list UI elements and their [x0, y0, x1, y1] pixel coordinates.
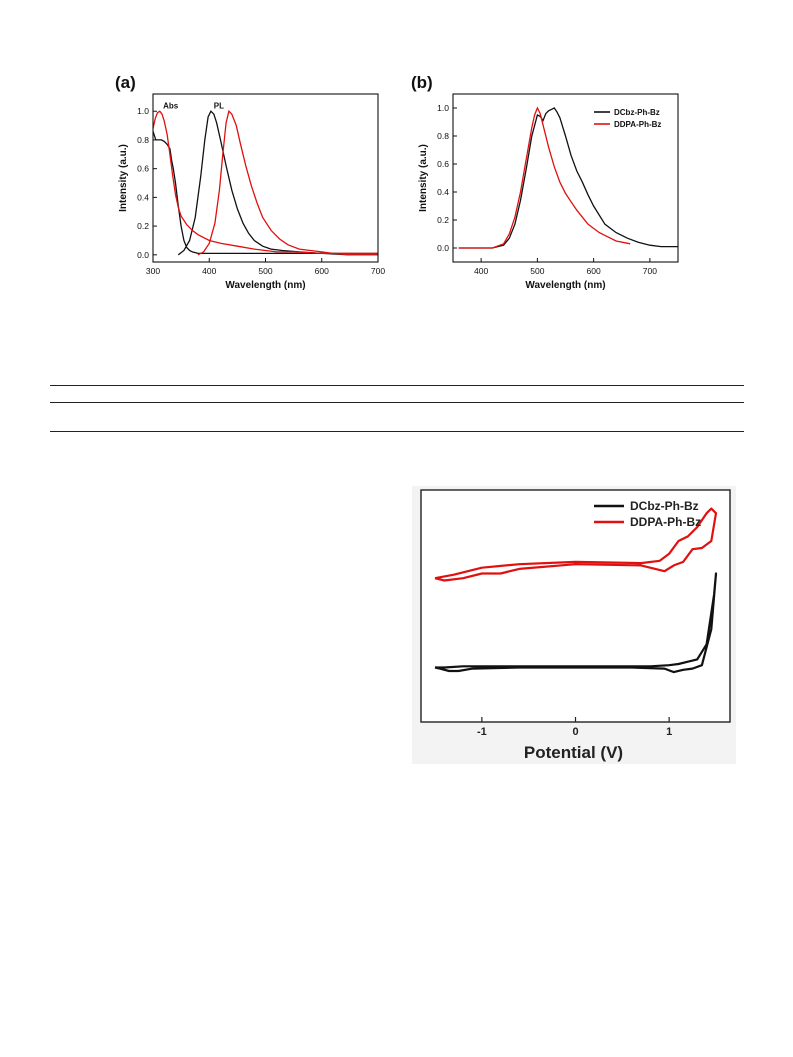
table-bottom-rule: [50, 431, 744, 432]
y-tick-label: 0.6: [137, 164, 149, 174]
y-tick-label: 0.4: [437, 187, 449, 197]
y-axis-label: Intensity (a.u.): [418, 144, 429, 212]
legend-label: DCbz-Ph-Bz: [614, 108, 660, 117]
x-tick-label: 400: [202, 266, 216, 276]
y-tick-label: 0.0: [137, 250, 149, 260]
y-tick-label: 0.2: [437, 215, 449, 225]
plot-frame: [152, 93, 379, 263]
series-line-black-abs: [153, 131, 378, 255]
cv-series-dcbz-ph-bz: [434, 572, 718, 674]
y-tick-label: 0.2: [137, 221, 149, 231]
chart-cv: -1 0 1 Potential (V) DCbz-Ph-Bz DDPA-Ph-Bz: [420, 489, 731, 762]
x-tick-label: 300: [146, 266, 160, 276]
y-tick-label: 0.6: [437, 159, 449, 169]
x-axis-label: Wavelength (nm): [525, 280, 605, 291]
x-tick-label: 400: [474, 266, 488, 276]
panel-a-label: (a): [115, 73, 136, 92]
table-middle-rule: [50, 402, 744, 403]
cv-legend-label: DDPA-Ph-Bz: [630, 515, 701, 529]
series-line-red-pl: [197, 109, 378, 256]
x-tick-label: 500: [530, 266, 544, 276]
x-tick-label: 600: [315, 266, 329, 276]
y-axis-label: Intensity (a.u.): [118, 144, 129, 212]
cv-x-tick-label: 0: [572, 726, 578, 738]
panel-b-label: (b): [411, 73, 433, 92]
x-axis-label: Wavelength (nm): [225, 280, 305, 291]
series-line-red-abs: [153, 110, 378, 255]
chart-b: 400 500 600 700 0.0 0.2 0.4 0.6 0.8 1.0 Wavelength…: [418, 93, 679, 291]
cv-x-tick-label: -1: [477, 726, 487, 738]
panel-a: (a) 300 400 500 600 700 0.0 0.2 0.4 0.6 0.8 1.0 Wav…: [110, 72, 390, 304]
cv-plot-frame: [420, 489, 731, 723]
plot-frame: [452, 93, 679, 263]
y-tick-label: 1.0: [437, 103, 449, 113]
series-line-ddpa-ph-bz: [458, 106, 631, 249]
table-top-rule: [50, 385, 744, 386]
cv-legend-label: DCbz-Ph-Bz: [630, 499, 699, 513]
cv-x-axis-label: Potential (V): [524, 743, 623, 762]
x-tick-label: 700: [643, 266, 657, 276]
annotation-pl: PL: [214, 101, 224, 110]
chart-a: 300 400 500 600 700 0.0 0.2 0.4 0.6 0.8 1.0 Wavelen…: [118, 93, 385, 291]
y-tick-label: 0.4: [137, 192, 149, 202]
y-tick-label: 0.8: [137, 135, 149, 145]
y-tick-label: 0.0: [437, 243, 449, 253]
x-tick-label: 700: [371, 266, 385, 276]
y-tick-label: 1.0: [137, 106, 149, 116]
x-tick-label: 600: [587, 266, 601, 276]
cv-x-tick-label: 1: [666, 726, 672, 738]
annotation-abs: Abs: [163, 101, 179, 110]
series-line-black-pl: [177, 110, 378, 256]
x-tick-label: 500: [258, 266, 272, 276]
legend-label: DDPA-Ph-Bz: [614, 120, 661, 129]
y-tick-label: 0.8: [437, 131, 449, 141]
panel-b: (b) 400 500 600 700 0.0 0.2 0.4 0.6 0.8 1.0 Wavele…: [408, 72, 690, 304]
cv-series-ddpa-ph-bz: [434, 507, 718, 582]
series-line-dcbz-ph-bz: [458, 107, 678, 249]
